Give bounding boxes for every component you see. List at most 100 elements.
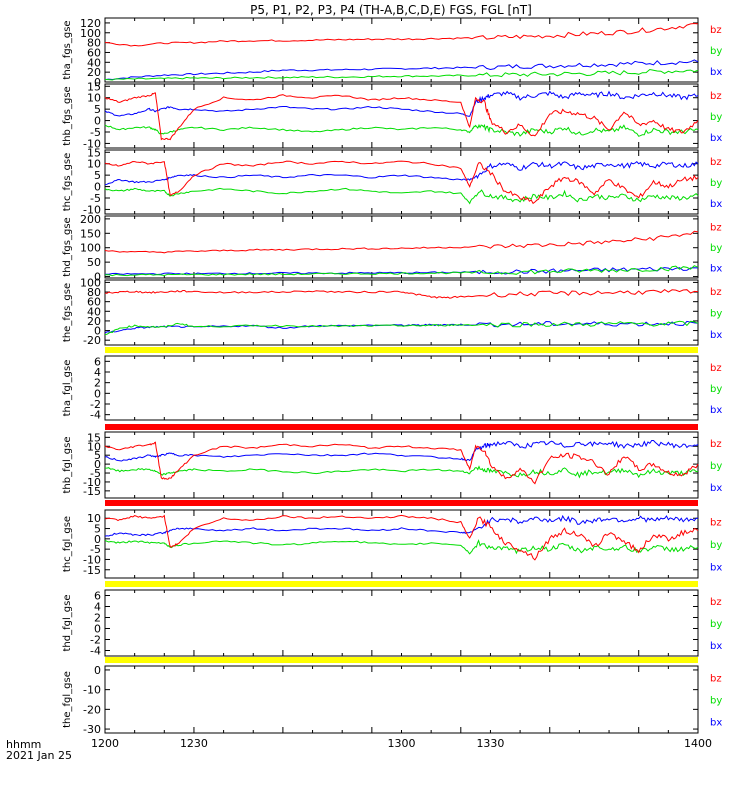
y-tick-label: -10 [83,684,101,697]
y-tick-label: 10 [87,440,101,453]
status-bar [105,500,698,506]
status-bar [105,424,698,430]
series-line-bz [104,514,699,561]
y-tick-label: 10 [87,92,101,105]
panel-frame [104,215,699,279]
series-line-bx [104,161,699,186]
y-tick-label: 20 [87,315,101,328]
y-tick-label: 5 [94,523,101,536]
y-tick-label: 0 [94,76,101,89]
y-tick-label: 6 [94,355,101,368]
x-tick-label: 1200 [91,737,119,750]
legend-bz: bz [710,439,722,450]
series-line-bz [104,441,699,485]
y-tick-label: 5 [94,169,101,182]
legend-bz: bz [710,157,722,168]
y-tick-label: -2 [90,398,101,411]
legend-bz: bz [710,518,722,529]
y-axis-label: thc_fgs_gse [62,153,73,212]
y-tick-label: -20 [83,334,101,347]
y-tick-label: 60 [87,296,101,309]
legend-bz: bz [710,25,722,36]
y-tick-label: -10 [83,553,101,566]
status-bar [105,347,698,353]
y-tick-label: 2 [94,612,101,625]
x-tick-label: 1330 [476,737,504,750]
series-line-bz [104,288,699,299]
series-line-bz [104,230,699,254]
y-tick-label: 0 [94,458,101,471]
legend-bz: bz [710,597,722,608]
legend-bx: bx [710,67,722,78]
panel-frame [104,665,699,734]
y-tick-label: -30 [83,723,101,736]
legend-bx: bx [710,562,722,573]
y-tick-label: -4 [90,645,101,658]
legend-by: by [710,243,722,254]
panel-frame [104,355,699,421]
legend-bx: bx [710,133,722,144]
y-axis-label: thb_fgs_gse [62,86,73,145]
legend-bx: bx [710,405,722,416]
legend-bx: bx [710,330,722,341]
time-axis-date: 2021 Jan 25 [6,749,72,762]
legend-by: by [710,384,722,395]
panel-frame [104,149,699,215]
y-axis-label: thb_fgl_gse [62,437,73,494]
y-tick-label: 6 [94,590,101,603]
legend-bz: bz [710,363,722,374]
panel-9: -30 -20 -10 0 the_fgl_gse bz by bx [62,657,722,736]
y-tick-label: 50 [87,256,101,269]
legend-bz: bz [710,223,722,234]
legend-bx: bx [710,263,722,274]
panel-frame [104,431,699,499]
series-line-bx [104,514,698,537]
y-axis-label: thd_fgs_gse [62,217,73,276]
y-tick-label: -5 [90,192,101,205]
y-tick-label: 40 [87,305,101,318]
y-tick-label: 0 [94,181,101,194]
y-tick-label: 120 [80,17,101,30]
x-tick-label: 1230 [180,737,208,750]
panel-frame [104,83,699,149]
series-line-by [104,539,699,555]
y-tick-label: 20 [87,66,101,79]
status-bar [105,657,698,663]
y-tick-label: 5 [94,449,101,462]
status-bar [105,581,698,587]
y-tick-label: 15 [87,146,101,159]
legend-bx: bx [710,718,722,729]
y-tick-label: 15 [87,80,101,93]
series-line-bx [104,59,699,81]
y-tick-label: 15 [87,431,101,444]
y-tick-label: 100 [80,276,101,289]
x-tick-label: 1400 [684,737,712,750]
y-tick-label: 100 [80,242,101,255]
legend-bz: bz [710,91,722,102]
legend-by: by [710,540,722,551]
y-tick-label: 5 [94,103,101,116]
y-tick-label: 0 [94,623,101,636]
x-tick-label: 1300 [388,737,416,750]
y-tick-label: -2 [90,634,101,647]
legend-by: by [710,112,722,123]
legend-bx: bx [710,199,722,210]
y-tick-label: 2 [94,377,101,390]
y-tick-label: 0 [94,533,101,546]
panel-frame [104,17,699,83]
y-tick-label: -10 [83,137,101,150]
series-line-by [105,465,699,479]
y-tick-label: 0 [94,115,101,128]
y-tick-label: 4 [94,366,101,379]
y-tick-label: -15 [83,485,101,498]
series-line-bx [104,440,699,462]
y-tick-label: -20 [83,703,101,716]
y-tick-label: 60 [87,46,101,59]
